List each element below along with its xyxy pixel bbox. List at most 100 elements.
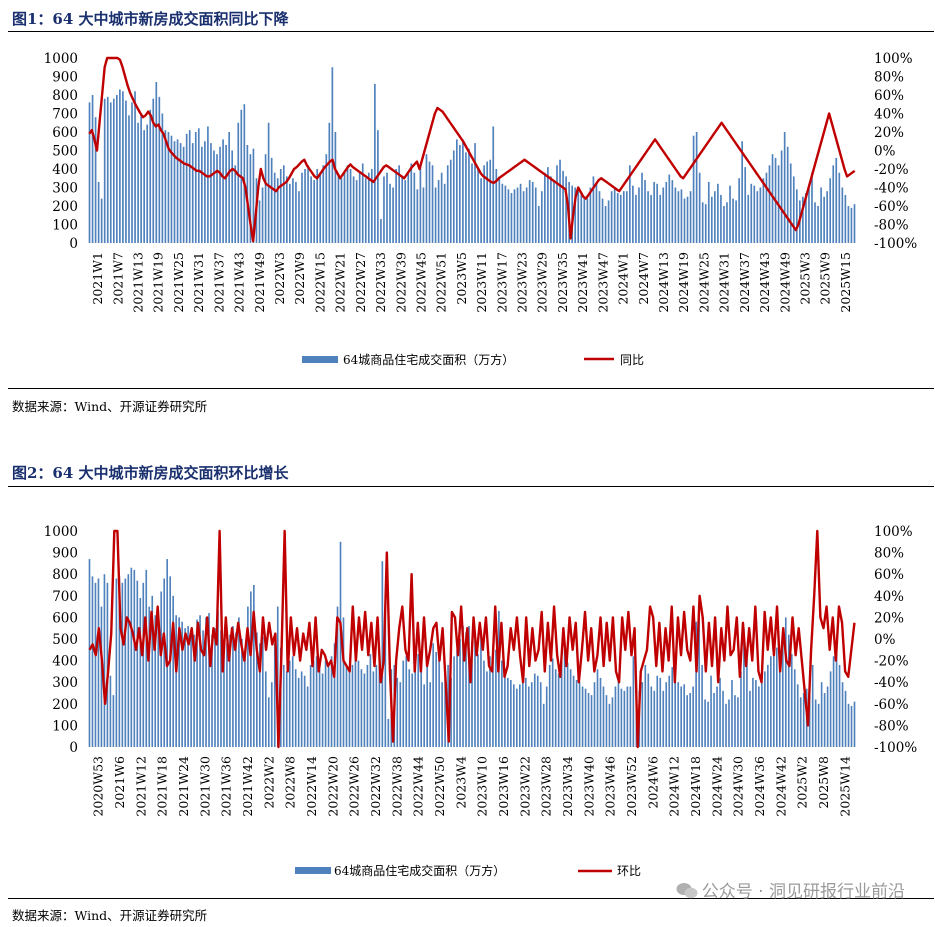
bar [544, 172, 546, 243]
bar [753, 185, 756, 243]
x-tick-label: 2023W28 [539, 756, 554, 817]
bar [121, 582, 124, 747]
bar [100, 606, 103, 747]
bar [282, 165, 285, 243]
bar [316, 169, 319, 243]
right-tick-label: 0% [874, 144, 896, 160]
bar [146, 124, 149, 243]
bar [677, 682, 680, 747]
bar [814, 202, 816, 243]
bar [407, 172, 410, 243]
bar [668, 174, 671, 243]
bar [231, 150, 234, 243]
bar [477, 654, 479, 747]
bar [762, 178, 765, 243]
bar [172, 595, 174, 747]
bar [355, 180, 358, 243]
bar [106, 582, 109, 747]
bar [756, 191, 759, 243]
bar [383, 176, 385, 243]
right-tick-label: -60% [874, 697, 909, 713]
bar [238, 617, 240, 747]
legend-bar-label: 64城商品住宅成交面积（万方） [343, 352, 514, 367]
left-tick-label: 100 [52, 218, 78, 234]
bar [811, 664, 814, 747]
bar [589, 187, 592, 243]
bar [222, 139, 224, 243]
x-tick-label: 2023W5 [454, 252, 469, 305]
bar [193, 634, 195, 747]
bar [547, 167, 549, 243]
left-tick-label: 300 [52, 675, 78, 691]
x-tick-label: 2021W25 [171, 252, 186, 313]
bar [456, 649, 458, 747]
bar [853, 204, 856, 243]
x-tick-label: 2023W52 [624, 756, 639, 817]
bar-series [88, 67, 856, 244]
bar [537, 206, 540, 243]
bar [237, 122, 240, 243]
bar [495, 169, 498, 243]
bar [616, 193, 619, 243]
bar-series [88, 541, 856, 747]
bar [142, 582, 145, 747]
bar [116, 95, 118, 243]
bar [450, 677, 452, 747]
x-axis-labels: 2020W53 2021W6 2021W12 2021W18 2021W24 2021W3… [91, 756, 853, 817]
bar [440, 172, 443, 243]
bar [735, 200, 737, 243]
bar [789, 163, 792, 243]
bar [738, 178, 740, 243]
bar [267, 122, 270, 243]
bar [844, 194, 847, 243]
bar [160, 591, 163, 747]
left-tick-label: 0 [69, 740, 78, 756]
right-tick-label: -60% [874, 199, 909, 215]
bar [686, 196, 689, 243]
right-tick-label: 80% [874, 70, 904, 86]
bar [622, 191, 625, 243]
bar [405, 656, 408, 747]
bar [333, 643, 336, 747]
bar [241, 639, 243, 747]
bar [534, 187, 537, 243]
bar [217, 610, 219, 747]
x-tick-label: 2021W31 [191, 252, 206, 313]
bar [710, 675, 712, 747]
legend-line-label: 环比 [617, 864, 641, 878]
x-tick-label: 2024W43 [757, 252, 772, 313]
bar [575, 680, 578, 747]
bar [501, 660, 503, 747]
x-tick-label: 2022W50 [432, 756, 447, 817]
bar [204, 141, 206, 243]
bar [495, 649, 497, 747]
bar [148, 606, 151, 747]
bar [716, 686, 718, 747]
bar [438, 656, 440, 747]
bar [820, 682, 823, 747]
left-tick-label: 900 [52, 546, 78, 562]
bar [814, 699, 817, 747]
bar [392, 187, 394, 243]
bar [259, 643, 261, 747]
bar [734, 695, 736, 747]
bar [771, 154, 774, 243]
right-tick-label: 80% [874, 546, 904, 562]
x-tick-label: 2023W23 [515, 252, 530, 313]
bar [598, 191, 601, 243]
bar [139, 597, 142, 747]
right-tick-label: 100% [874, 51, 913, 67]
figure-2-source: 数据来源：Wind、开源证券研究所 [12, 908, 208, 923]
bar [127, 574, 130, 747]
left-axis-ticks: 0 100 200 300 400 500 600 700 800 900 1000 [44, 51, 78, 252]
x-tick-label: 2020W53 [91, 756, 106, 817]
bar [707, 181, 710, 243]
x-tick-label: 2021W13 [131, 252, 146, 313]
bar [389, 183, 391, 243]
bar [665, 181, 668, 243]
bar [313, 180, 315, 243]
x-tick-label: 2025W15 [838, 252, 853, 313]
bar [395, 169, 397, 243]
bar [225, 144, 227, 243]
left-tick-label: 400 [52, 162, 78, 178]
